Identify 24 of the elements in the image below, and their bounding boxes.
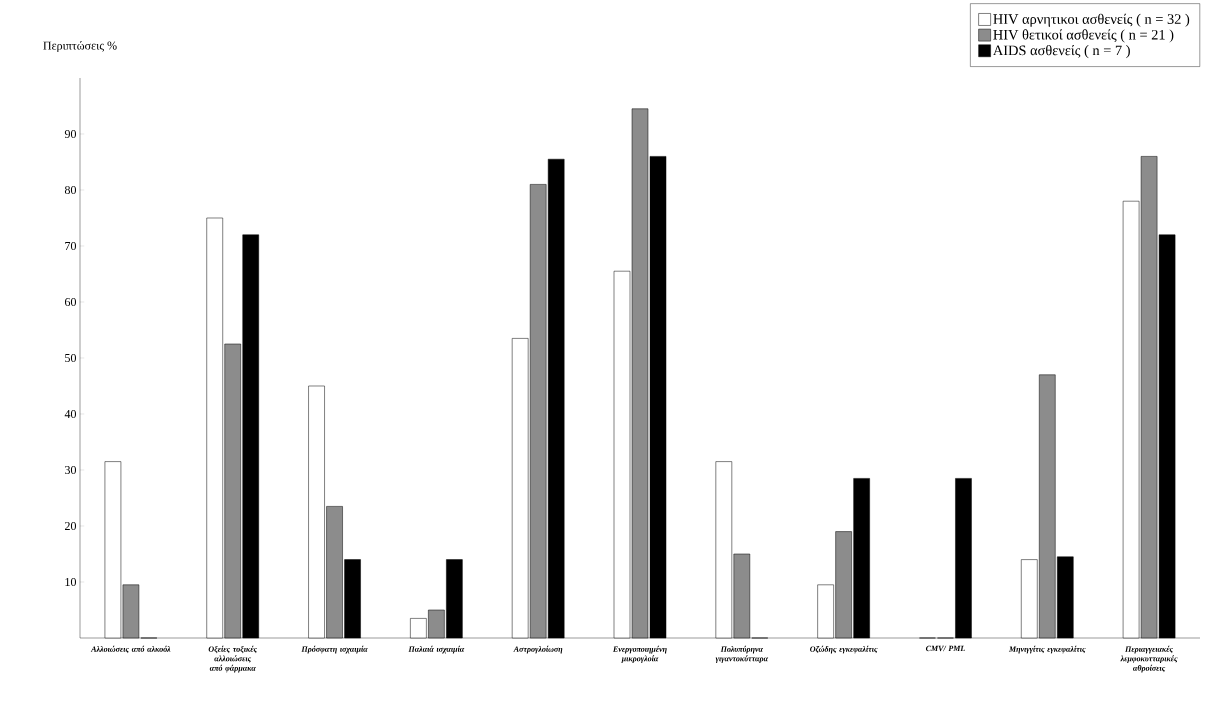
legend-label: HIV θετικοί ασθενείς ( n = 21 ): [993, 29, 1174, 43]
y-tick-label: 40: [64, 409, 77, 419]
y-axis-title: Περιπτώσεις %: [43, 41, 117, 53]
y-tick-label: 20: [65, 521, 77, 531]
legend-label: HIV αρνητικοι ασθενείς ( n = 32 ): [993, 13, 1190, 27]
x-tick-label: Οζώδης εγκεφαλίτις: [810, 645, 878, 654]
y-tick-label: 70: [65, 241, 77, 251]
x-tick-label: Πολυπύρηνα γιγαντοκύτταρα: [715, 645, 769, 663]
legend-label: AIDS ασθενείς ( n = 7 ): [993, 44, 1130, 59]
x-tick-label: Πρόσφατη ισχαιμία: [301, 645, 368, 654]
y-tick-label: 50: [65, 353, 77, 363]
x-tick-label: Περιαγγειακές λεμφοκυτταρικές αθροίσεις: [1120, 645, 1178, 673]
x-tick-label: Ενεργοποιημένη μικρογλοία: [612, 645, 667, 663]
y-tick-label: 90: [64, 129, 77, 139]
x-tick-label: CMV/ PML: [925, 645, 965, 652]
x-tick-label: Αστρογλοίωση: [513, 645, 563, 654]
y-tick-label: 30: [65, 465, 77, 475]
y-tick-label: 60: [64, 297, 77, 307]
y-tick-label: 80: [64, 185, 77, 195]
x-tick-label: Παλαιά ισχαιμία: [408, 645, 465, 654]
x-tick-label: Οξείες τοξικές αλλοιώσεις από φάρμακα: [208, 645, 258, 673]
x-tick-label: Αλλοιώσεις από αλκοόλ: [90, 645, 171, 654]
y-tick-label: 10: [65, 577, 77, 587]
x-tick-label: Μηνιγγίτις εγκεφαλίτις: [1008, 645, 1086, 654]
